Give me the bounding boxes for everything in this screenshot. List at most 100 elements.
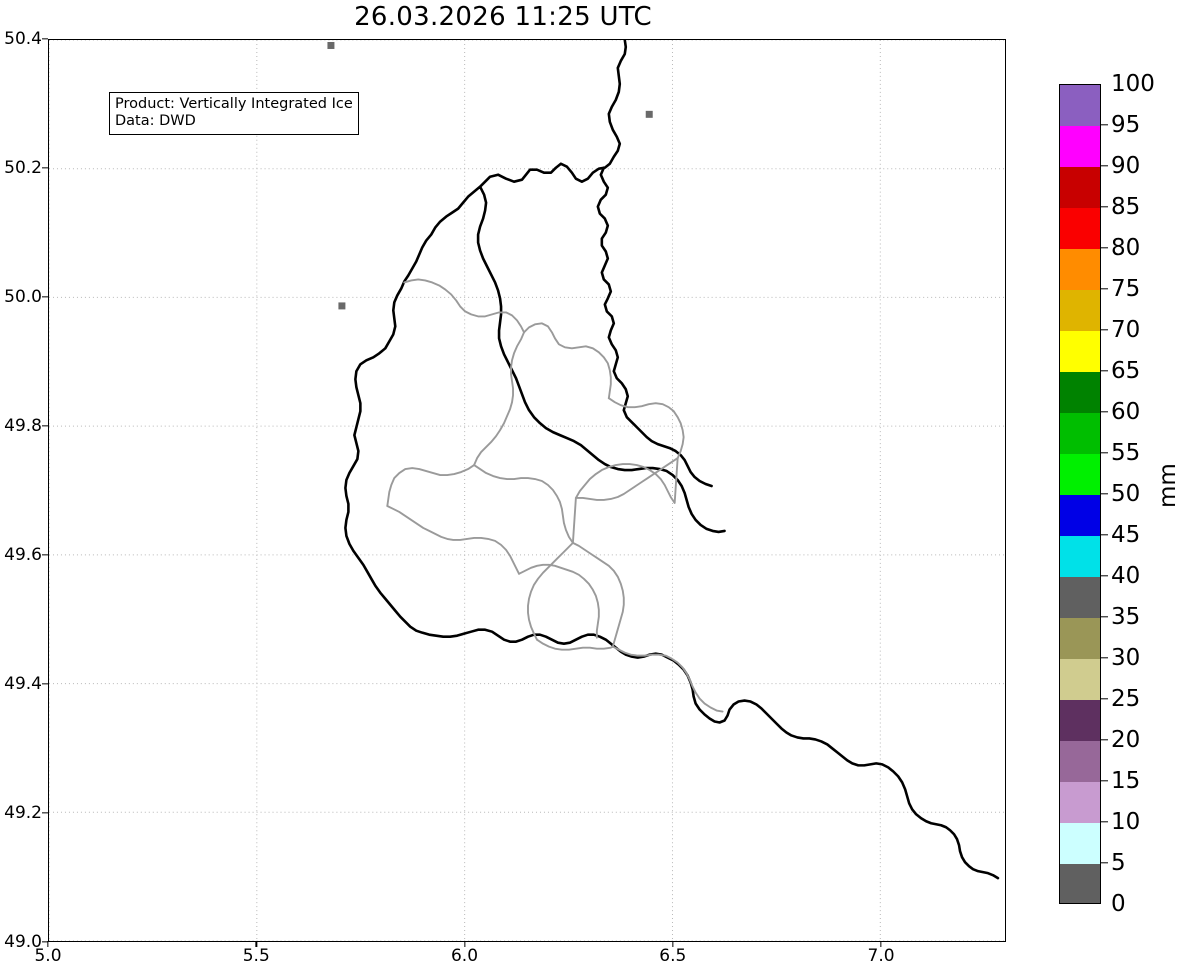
country-border-east-moselle xyxy=(596,166,713,488)
y-axis-tick-label: 50.0 xyxy=(4,287,42,307)
station-markers xyxy=(327,41,653,310)
colorbar-band xyxy=(1060,85,1100,126)
map-geometry xyxy=(327,40,1000,880)
colorbar-tick-mark xyxy=(1101,452,1108,454)
colorbar-tick-label: 65 xyxy=(1111,358,1141,384)
y-axis-tick-mark xyxy=(42,812,48,814)
colorbar-tick-label: 95 xyxy=(1111,112,1141,138)
y-axis-tick-label: 49.4 xyxy=(4,674,42,694)
colorbar-tick-mark xyxy=(1101,821,1108,823)
colorbar-tick-mark xyxy=(1101,534,1108,536)
x-axis-tick-label: 5.5 xyxy=(242,946,270,966)
page-title: 26.03.2026 11:25 UTC xyxy=(354,2,652,32)
colorbar-tick-mark xyxy=(1101,657,1108,659)
x-axis-tick-mark xyxy=(880,941,882,947)
colorbar-band xyxy=(1060,126,1100,167)
colorbar-band xyxy=(1060,290,1100,331)
colorbar-tick-mark xyxy=(1101,247,1108,249)
y-axis-tick-label: 50.4 xyxy=(4,29,42,49)
grid-lines xyxy=(49,40,1005,941)
colorbar-tick-mark xyxy=(1101,616,1108,618)
colorbar-tick-label: 50 xyxy=(1111,481,1141,507)
colorbar-band xyxy=(1060,331,1100,372)
station-marker xyxy=(327,41,335,49)
colorbar-band xyxy=(1060,741,1100,782)
colorbar-band xyxy=(1060,495,1100,536)
y-axis-tick-mark xyxy=(42,554,48,556)
colorbar-unit-label: mm xyxy=(1155,463,1181,508)
station-marker xyxy=(645,110,653,118)
colorbar-band xyxy=(1060,372,1100,413)
colorbar-tick-label: 25 xyxy=(1111,686,1141,712)
colorbar-tick-mark xyxy=(1101,124,1108,126)
colorbar-tick-label: 30 xyxy=(1111,645,1141,671)
info-data-line: Data: DWD xyxy=(115,113,196,130)
y-axis-tick-label: 49.6 xyxy=(4,545,42,565)
x-axis-tick-label: 6.5 xyxy=(659,946,687,966)
colorbar-band xyxy=(1060,864,1100,903)
colorbar-tick-mark xyxy=(1101,780,1108,782)
colorbar-band xyxy=(1060,208,1100,249)
colorbar-tick-label: 85 xyxy=(1111,194,1141,220)
colorbar-tick-label: 70 xyxy=(1111,317,1141,343)
colorbar-tick-label: 60 xyxy=(1111,399,1141,425)
y-axis-tick-mark xyxy=(42,38,48,40)
country-border-luxembourg xyxy=(344,40,1000,880)
y-axis-tick-label: 49.8 xyxy=(4,416,42,436)
colorbar-tick-mark xyxy=(1101,329,1108,331)
y-axis-tick-mark xyxy=(42,683,48,685)
colorbar-band xyxy=(1060,659,1100,700)
colorbar-tick-mark xyxy=(1101,493,1108,495)
colorbar-band xyxy=(1060,823,1100,864)
colorbar-tick-mark xyxy=(1101,206,1108,208)
y-axis-tick-label: 50.2 xyxy=(4,158,42,178)
x-axis-tick-mark xyxy=(255,941,257,947)
x-axis-tick-mark xyxy=(47,941,49,947)
station-marker xyxy=(338,302,346,310)
colorbar-band xyxy=(1060,454,1100,495)
y-axis-tick-mark xyxy=(42,425,48,427)
colorbar-tick-label: 0 xyxy=(1111,891,1126,917)
colorbar-tick-label: 15 xyxy=(1111,768,1141,794)
colorbar-tick-mark xyxy=(1101,698,1108,700)
colorbar-band xyxy=(1060,782,1100,823)
colorbar-tick-mark xyxy=(1101,739,1108,741)
info-product-line: Product: Vertically Integrated Ice xyxy=(115,96,353,112)
colorbar-band xyxy=(1060,413,1100,454)
district-borders xyxy=(386,278,724,713)
y-axis-tick-label: 49.2 xyxy=(4,803,42,823)
colorbar-band xyxy=(1060,577,1100,618)
colorbar-tick-mark xyxy=(1101,862,1108,864)
x-axis-tick-label: 6.0 xyxy=(450,946,479,966)
y-axis-tick-mark xyxy=(42,941,48,943)
colorbar-tick-label: 75 xyxy=(1111,276,1141,302)
colorbar-tick-label: 80 xyxy=(1111,235,1141,261)
colorbar-tick-label: 100 xyxy=(1111,71,1155,97)
colorbar-tick-label: 90 xyxy=(1111,153,1141,179)
x-axis-tick-mark xyxy=(463,941,466,947)
colorbar-band xyxy=(1060,249,1100,290)
x-axis-tick-label: 5.0 xyxy=(34,946,62,966)
colorbar-band xyxy=(1060,618,1100,659)
info-legend-box: Product: Vertically Integrated Ice Data:… xyxy=(109,92,359,136)
colorbar-tick-label: 10 xyxy=(1111,809,1141,835)
y-axis-tick-mark xyxy=(42,167,48,169)
x-axis-tick-mark xyxy=(672,941,674,947)
colorbar-tick-label: 20 xyxy=(1111,727,1141,753)
colorbar-tick-label: 55 xyxy=(1111,440,1141,466)
colorbar-tick-label: 5 xyxy=(1111,850,1126,876)
y-axis-tick-mark xyxy=(42,296,48,298)
colorbar-tick-mark xyxy=(1101,370,1108,372)
colorbar-band xyxy=(1060,700,1100,741)
colorbar-tick-mark xyxy=(1101,165,1108,167)
colorbar-band xyxy=(1060,536,1100,577)
x-axis-tick-label: 7.0 xyxy=(867,946,895,966)
colorbar-tick-mark xyxy=(1101,411,1108,413)
map-plot-area[interactable]: Product: Vertically Integrated Ice Data:… xyxy=(48,39,1006,942)
colorbar-tick-label: 40 xyxy=(1111,563,1141,589)
colorbar-tick-mark xyxy=(1101,575,1108,577)
colorbar-band xyxy=(1060,167,1100,208)
colorbar-tick-label: 45 xyxy=(1111,522,1141,548)
colorbar[interactable] xyxy=(1059,84,1101,904)
